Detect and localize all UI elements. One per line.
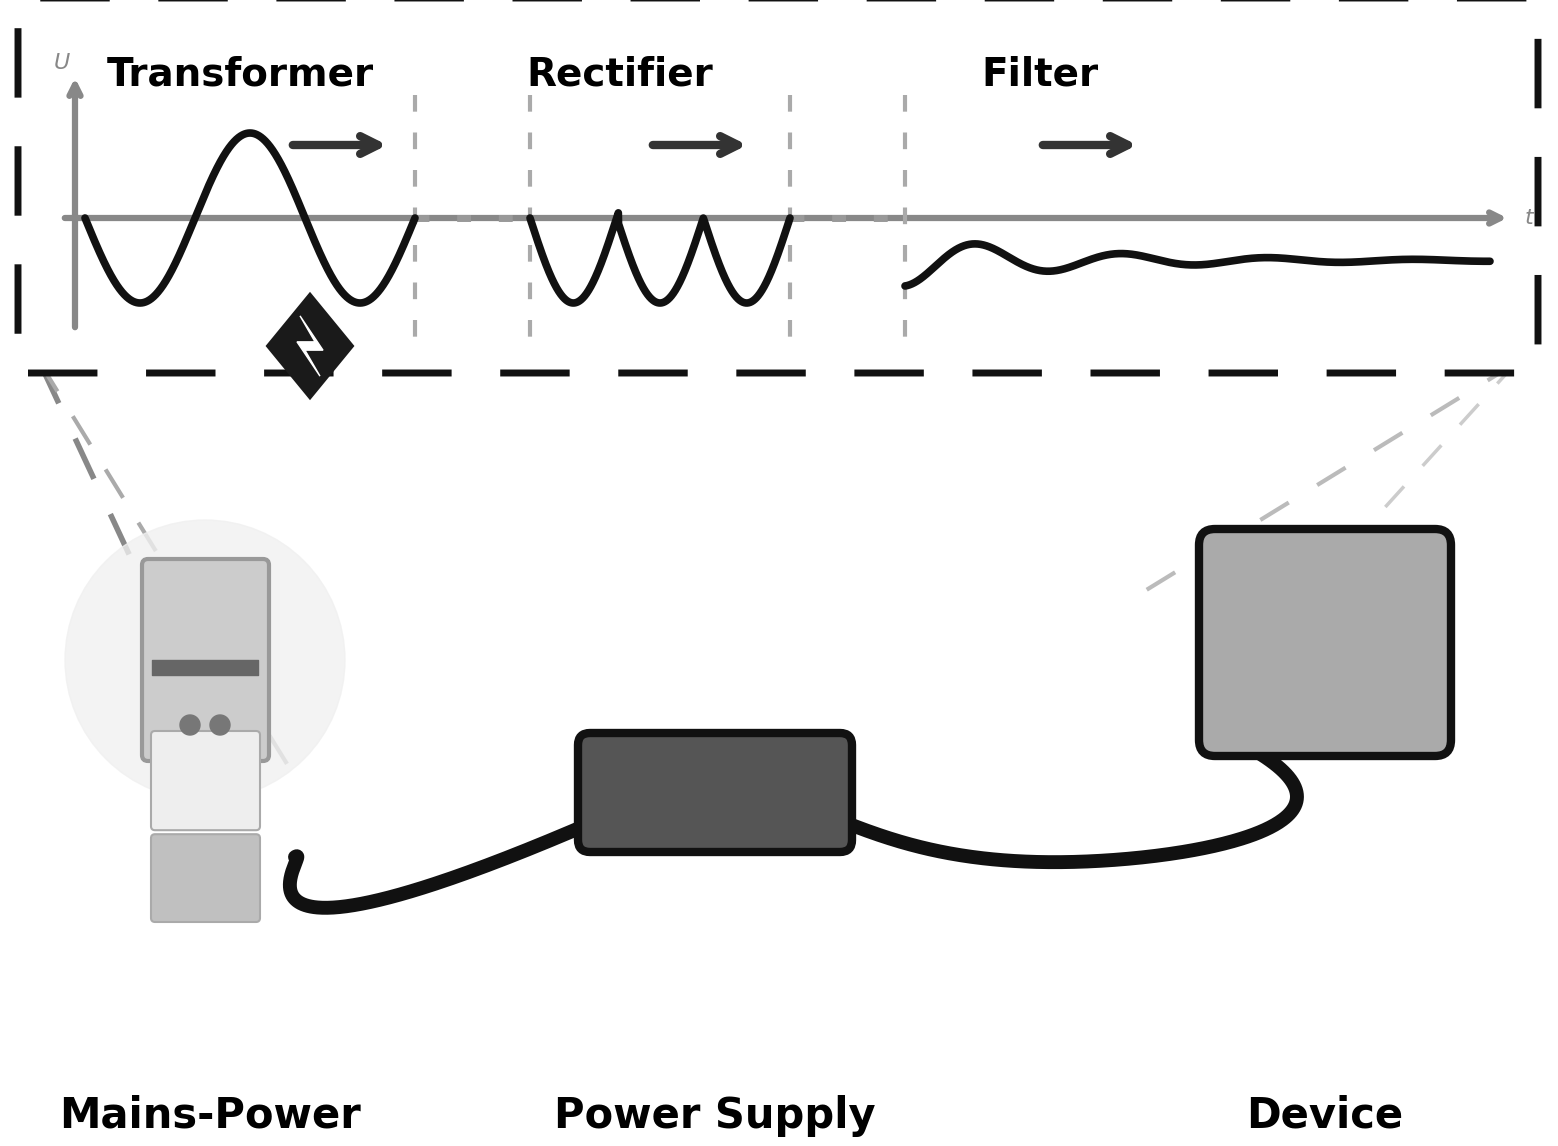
Text: U: U bbox=[53, 53, 70, 73]
FancyBboxPatch shape bbox=[151, 834, 260, 923]
FancyBboxPatch shape bbox=[1200, 529, 1450, 756]
Text: Device: Device bbox=[1246, 1094, 1404, 1137]
FancyBboxPatch shape bbox=[151, 731, 260, 830]
Circle shape bbox=[210, 715, 231, 735]
Text: Power Supply: Power Supply bbox=[555, 1094, 876, 1137]
Polygon shape bbox=[268, 295, 352, 398]
Text: Filter: Filter bbox=[982, 55, 1098, 93]
FancyBboxPatch shape bbox=[19, 0, 1538, 372]
FancyBboxPatch shape bbox=[578, 733, 852, 851]
Text: t: t bbox=[1525, 209, 1533, 228]
Text: Mains-Power: Mains-Power bbox=[59, 1094, 361, 1137]
Circle shape bbox=[65, 520, 344, 800]
FancyBboxPatch shape bbox=[142, 559, 270, 761]
Circle shape bbox=[181, 715, 199, 735]
Text: Rectifier: Rectifier bbox=[527, 55, 714, 93]
Text: Transformer: Transformer bbox=[106, 55, 374, 93]
Polygon shape bbox=[298, 316, 323, 376]
